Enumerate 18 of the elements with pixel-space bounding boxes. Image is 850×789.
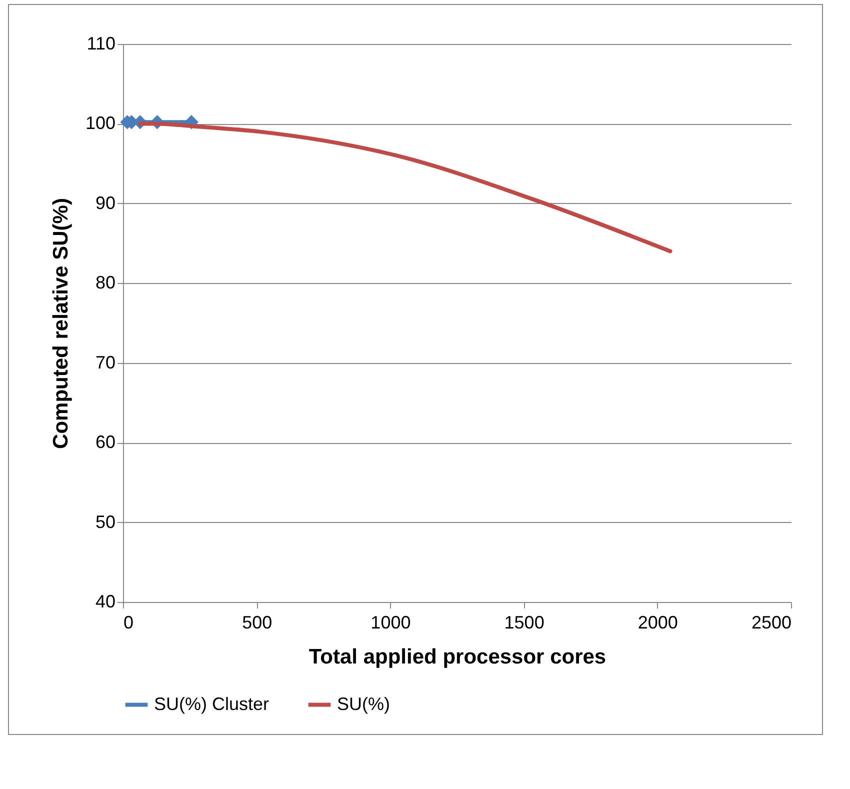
y-tick-label: 40 [95,592,116,612]
y-tick-label: 80 [95,272,116,293]
x-tick-label: 1500 [504,612,544,632]
x-tick-label: 0 [124,612,134,632]
y-axis-title: Computed relative SU(%) [49,198,72,449]
legend-label: SU(%) Cluster [154,694,270,714]
y-tick-label: 70 [95,352,116,372]
y-tick-label: 90 [95,192,116,213]
x-tick-label: 1000 [370,612,411,632]
x-axis-title: Total applied processor cores [308,646,606,668]
y-tick-label: 110 [86,34,116,54]
y-tick-label: 50 [95,512,116,532]
legend-label: SU(%) [337,694,390,714]
y-tick-label: 100 [85,113,116,134]
x-tick-label: 2500 [751,612,792,632]
x-tick-label: 500 [242,612,272,632]
y-tick-label: 60 [95,432,116,452]
x-tick-label: 2000 [638,612,678,632]
